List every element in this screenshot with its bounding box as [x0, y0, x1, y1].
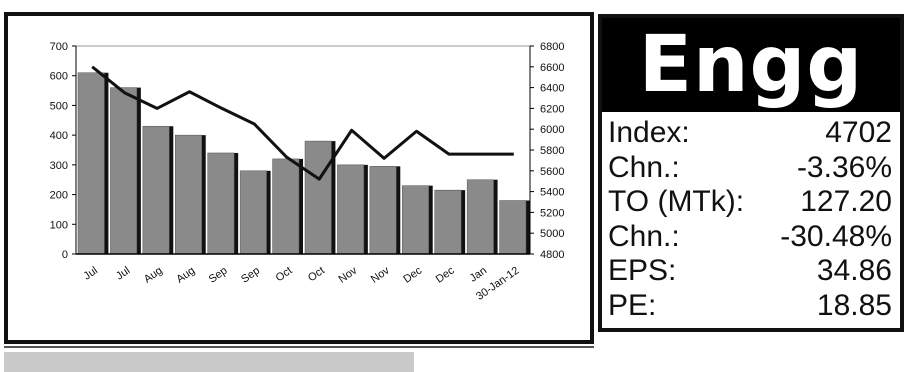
- y-left-tick-label: 400: [50, 130, 68, 142]
- stat-label: EPS:: [608, 254, 677, 287]
- y-right-tick-label: 5800: [540, 145, 564, 157]
- stat-value: 4702: [825, 116, 892, 149]
- y-left-tick-label: 300: [50, 160, 68, 172]
- y-right-tick-label: 6600: [540, 62, 564, 74]
- y-left-tick-label: 200: [50, 190, 68, 202]
- x-tick-label: Oct: [274, 265, 295, 285]
- stat-row-index: Index: 4702: [608, 116, 892, 151]
- x-tick-label: Sep: [239, 265, 262, 286]
- y-right-tick-label: 5000: [540, 228, 564, 240]
- x-tick-label: Dec: [401, 264, 424, 285]
- bar: [207, 152, 235, 255]
- x-tick-label: Jul: [114, 265, 132, 283]
- y-left-tick-label: 600: [50, 71, 68, 83]
- stat-row-eps: EPS: 34.86: [608, 254, 892, 289]
- y-right-tick-label: 6400: [540, 83, 564, 95]
- y-right-tick-label: 5600: [540, 166, 564, 178]
- y-left-tick-label: 500: [50, 100, 68, 112]
- bar: [142, 125, 170, 255]
- stat-row-turnover: TO (MTk): 127.20: [608, 185, 892, 220]
- bar: [304, 140, 332, 255]
- x-tick-label: Sep: [207, 265, 230, 286]
- y-left-tick-label: 100: [50, 219, 68, 231]
- bar: [77, 72, 105, 255]
- stat-label: Chn.:: [608, 150, 680, 184]
- stat-row-index-change: Chn.: -3.36%: [608, 151, 892, 186]
- stat-label: PE:: [608, 288, 657, 322]
- chart-panel: 700 600 500 400 300 200 100 0 6800 6600 6400 6200 60…: [4, 12, 594, 344]
- y-right-tick-label: 5200: [540, 207, 564, 219]
- x-tick-label: Oct: [306, 265, 327, 285]
- sector-title: Engg: [602, 18, 900, 112]
- x-tick-label: Nov: [369, 264, 392, 285]
- x-tick-label: Aug: [142, 265, 165, 286]
- stat-row-pe: PE: 18.85: [608, 289, 892, 324]
- x-tick-label: Nov: [336, 264, 359, 285]
- y-left-tick-label: 0: [62, 249, 68, 261]
- bar: [175, 134, 202, 255]
- stat-value: 34.86: [816, 254, 892, 287]
- stat-label: Index:: [608, 116, 690, 149]
- bar: [434, 189, 462, 255]
- stats-panel: Engg Index: 4702 Chn.: -3.36% TO (MTk): …: [598, 14, 904, 332]
- stat-value: 127.20: [800, 185, 892, 218]
- stat-label: TO (MTk):: [608, 185, 745, 218]
- stat-row-turnover-change: Chn.: -30.48%: [608, 220, 892, 255]
- y-right-tick-label: 6200: [540, 103, 564, 115]
- index-line: [91, 65, 514, 181]
- stat-value: -30.48%: [780, 219, 892, 253]
- x-tick-label: Aug: [174, 265, 197, 286]
- stat-label: Chn.:: [608, 219, 680, 253]
- y-right-tick-label: 6800: [540, 41, 564, 53]
- bar: [110, 87, 138, 255]
- bar: [369, 166, 397, 255]
- footer-bar: [4, 352, 414, 372]
- stat-value: -3.36%: [796, 150, 892, 184]
- x-tick-label: Jan: [468, 265, 489, 285]
- stat-value: 18.85: [816, 288, 892, 322]
- x-tick-label: Jul: [82, 265, 100, 283]
- stats-list: Index: 4702 Chn.: -3.36% TO (MTk): 127.2…: [608, 116, 892, 323]
- y-right-tick-label: 5400: [540, 187, 564, 199]
- bar: [466, 179, 494, 255]
- panel-divider: [4, 346, 594, 348]
- bar: [402, 185, 429, 255]
- bar-line-chart: 700 600 500 400 300 200 100 0 6800 6600 6400 6200 60…: [50, 41, 565, 303]
- bar: [272, 158, 300, 255]
- bar: [239, 170, 267, 255]
- y-left-tick-label: 700: [50, 41, 68, 53]
- x-tick-label: Dec: [434, 264, 457, 285]
- y-right-tick-label: 4800: [540, 249, 564, 261]
- bar: [499, 200, 527, 255]
- bar: [337, 164, 365, 255]
- y-right-tick-label: 6000: [540, 124, 564, 136]
